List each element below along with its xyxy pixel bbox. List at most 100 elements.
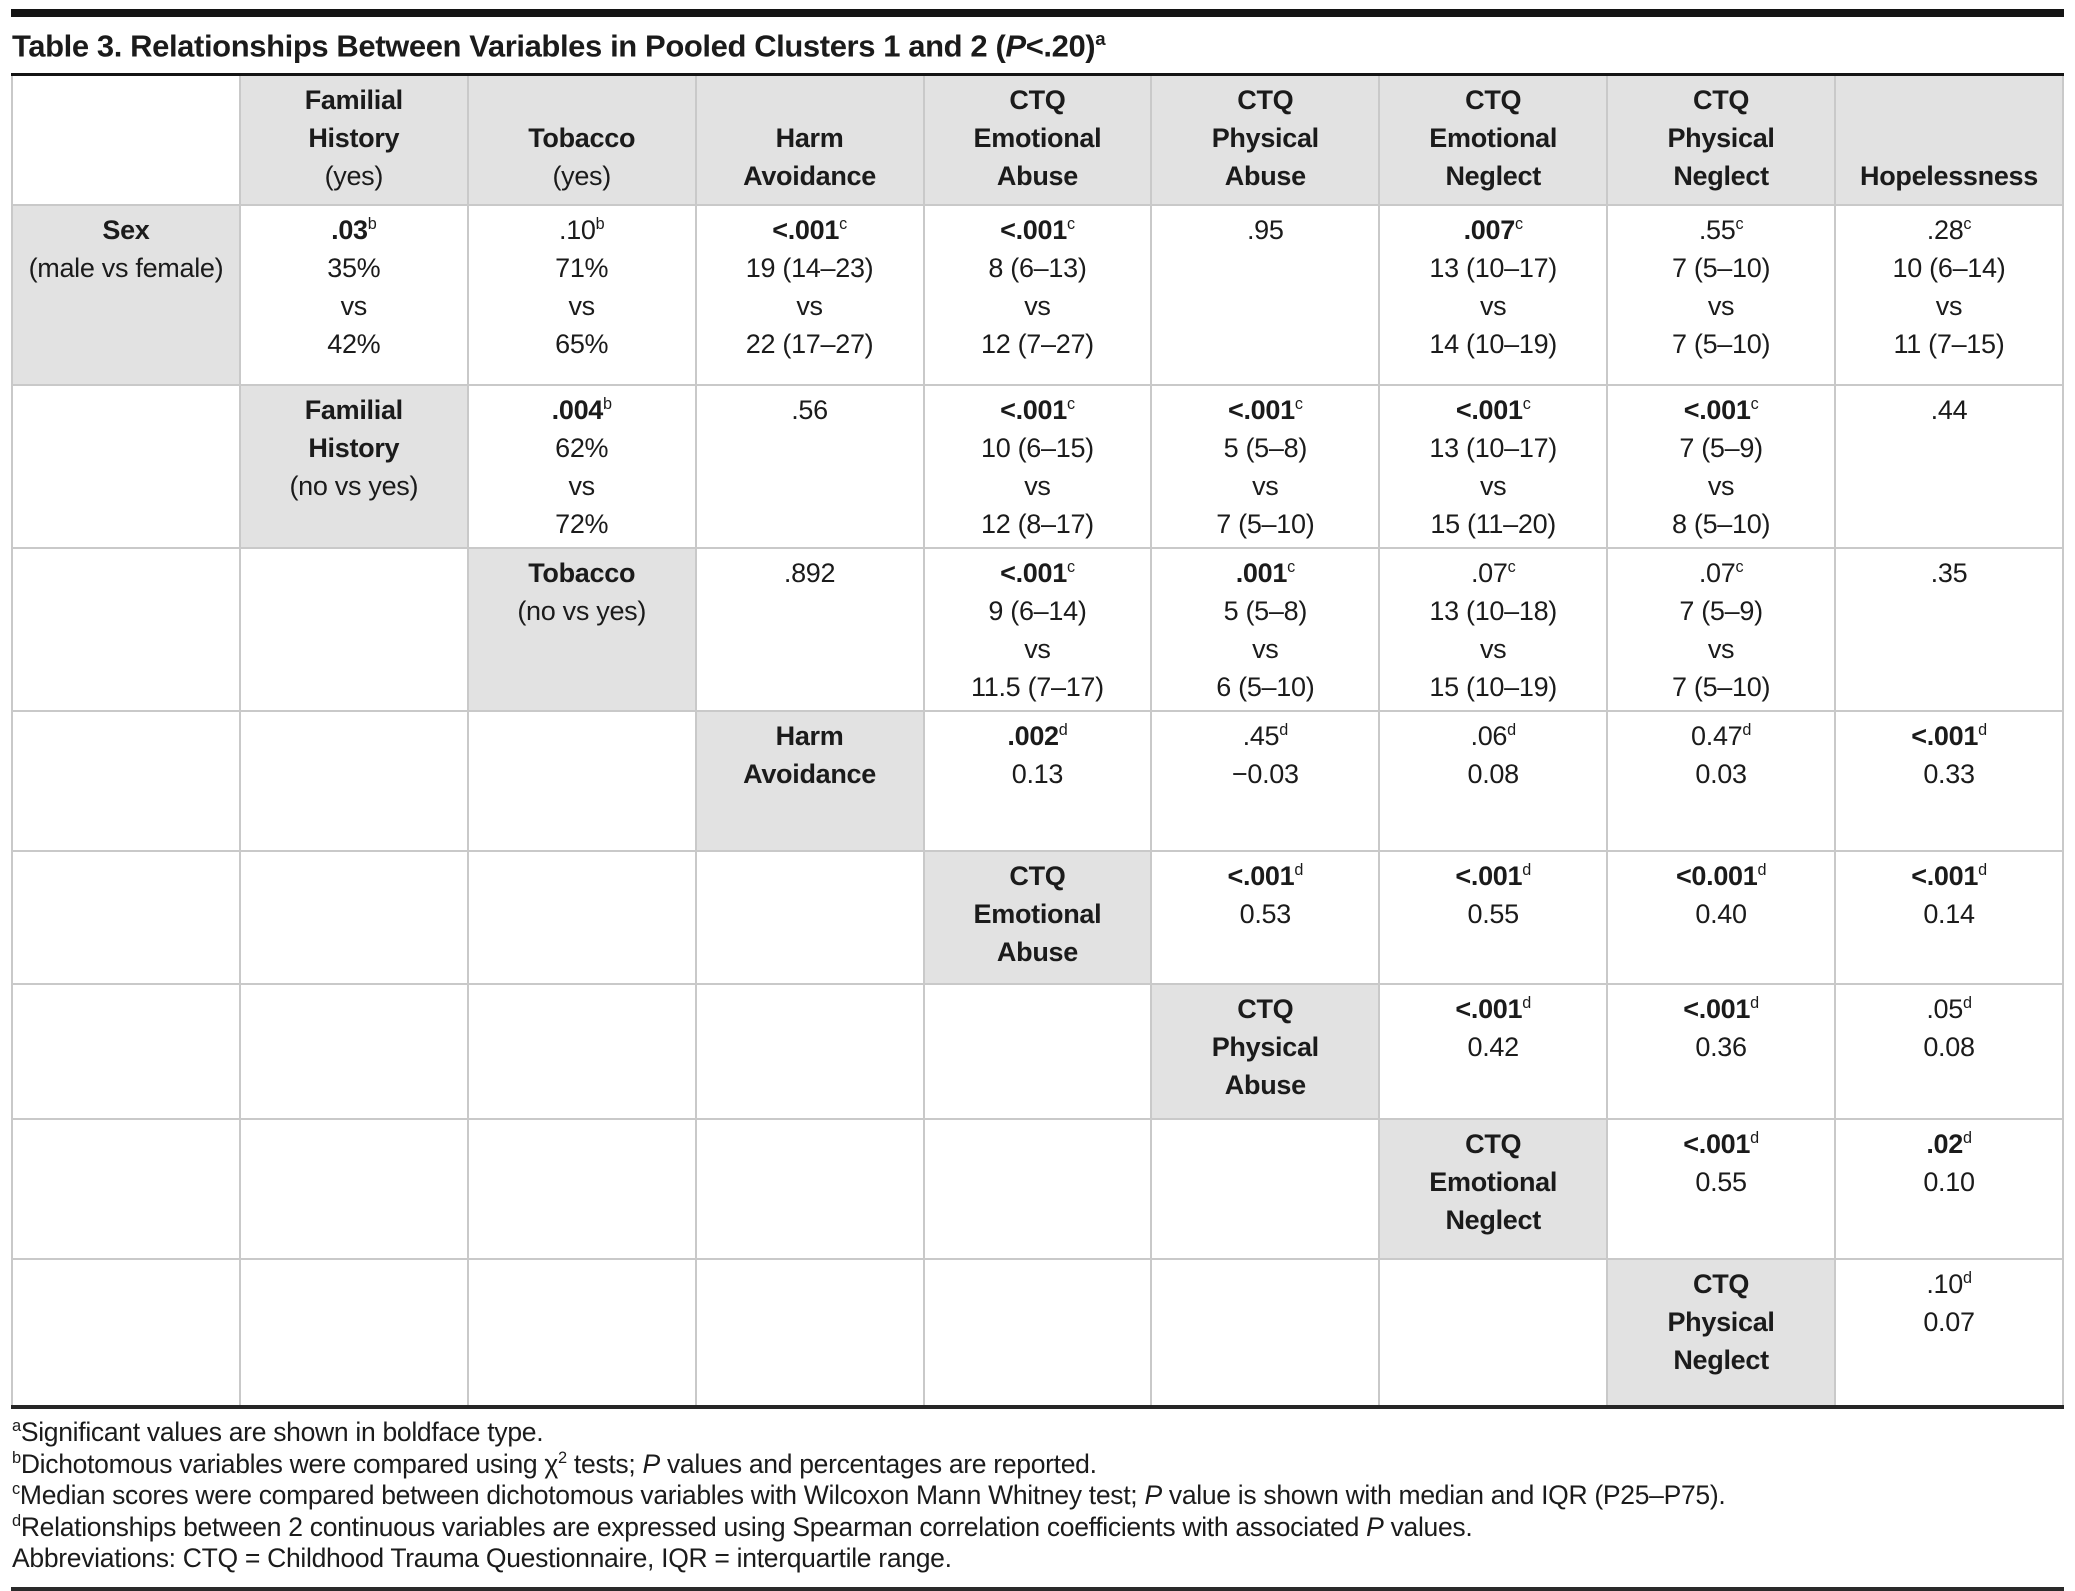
stat-line: vs [1479, 471, 1507, 502]
stat-line: 12 (7–27) [980, 329, 1094, 360]
p-value-number: .892 [783, 558, 836, 589]
p-value: .002d [931, 717, 1145, 755]
empty-cell [11, 983, 241, 1121]
p-value-number: .56 [791, 395, 828, 426]
label-line: Physical [1211, 1032, 1319, 1063]
p-value: <0.001d [1614, 857, 1828, 895]
p-value: .44 [1842, 391, 2056, 429]
stat-line: 14 (10–19) [1429, 329, 1557, 360]
label-line: Emotional [973, 123, 1102, 154]
value-cell: 0.47d 0.03 [1606, 710, 1836, 853]
footnote: Abbreviations: CTQ = Childhood Trauma Qu… [12, 1543, 2063, 1575]
stat-line: vs [796, 291, 823, 322]
column-header: Harm Avoidance [694, 73, 925, 207]
footnote-marker: d [1962, 1269, 1972, 1288]
footnote-marker: d [1507, 721, 1516, 740]
column-header-empty [11, 73, 241, 207]
p-value: .892 [703, 554, 917, 592]
footnote-marker: d [1742, 721, 1752, 740]
stat-line: 35% [327, 253, 381, 284]
stat-line: 10 (6–14) [1892, 253, 2006, 284]
footnote-marker: c [1294, 395, 1303, 414]
p-value: <.001d [1386, 857, 1600, 895]
footnote-marker: d [1978, 721, 1987, 740]
footnote-marker: c [1066, 395, 1075, 414]
stat-line: 13 (10–17) [1429, 253, 1557, 284]
footnote-marker: c [1735, 558, 1744, 577]
stat-line: 42% [327, 329, 381, 360]
p-value: .55c [1614, 211, 1828, 249]
p-value-number: <.001 [1683, 1129, 1751, 1160]
label-line: Physical [1667, 1307, 1775, 1338]
p-value-number: <0.001 [1675, 861, 1758, 892]
footnote-marker: c [1507, 558, 1516, 577]
footnote-marker: b [595, 215, 605, 234]
p-value-number: .007 [1463, 215, 1516, 246]
stat-line: 0.08 [1467, 759, 1520, 790]
footnote: aSignificant values are shown in boldfac… [12, 1417, 2063, 1449]
stat-line: 7 (5–9) [1679, 433, 1763, 464]
footnote-text: 2 [558, 1449, 567, 1467]
label-line: CTQ [1009, 85, 1066, 116]
stat-line: vs [1707, 634, 1735, 665]
stat-line: 15 (11–20) [1430, 509, 1556, 540]
footnote-text: Dichotomous variables were compared usin… [20, 1448, 559, 1479]
footnote-marker: d [1750, 994, 1759, 1013]
header-row: Familial History (yes) Tobacco (yes) Harm Avoi… [11, 73, 2064, 207]
p-value-number: .03 [331, 215, 368, 246]
footnote-text: values. [1383, 1511, 1473, 1542]
footnote-text: P [642, 1448, 661, 1479]
stat-line: 0.36 [1695, 1032, 1747, 1063]
empty-cell [238, 983, 469, 1121]
p-value: .28c [1842, 211, 2056, 249]
footnote-text: P [1144, 1480, 1162, 1511]
stat-line: −0.03 [1231, 759, 1299, 790]
stat-line: 11 (7–15) [1893, 329, 2005, 360]
label-line: Abuse [1224, 161, 1306, 192]
label-line: Abuse [996, 161, 1078, 192]
stat-line: 62% [555, 433, 609, 464]
empty-cell [466, 710, 697, 853]
value-cell: .28c 10 (6–14) vs 11 (7–15) [1834, 204, 2064, 387]
footnote-letter: b [12, 1449, 21, 1467]
footnote-letter: c [12, 1480, 20, 1499]
value-cell: .44 [1834, 384, 2064, 550]
value-cell: <.001d 0.55 [1378, 850, 1609, 986]
value-cell: .10d 0.07 [1834, 1258, 2064, 1409]
label-line: Neglect [1445, 161, 1541, 192]
p-value-number: <.001 [1911, 721, 1979, 752]
stat-line: 7 (5–10) [1671, 672, 1771, 703]
column-header: CTQ Emotional Neglect [1378, 73, 1609, 207]
footnote-marker: c [1750, 395, 1759, 414]
stat-line: vs [1479, 634, 1507, 665]
value-cell: <.001c 8 (6–13) vs 12 (7–27) [922, 204, 1153, 387]
row-label: Familial History (no vs yes) [238, 384, 469, 550]
stat-line: vs [1024, 634, 1051, 665]
stat-line: 71% [555, 253, 609, 284]
footnote-marker: d [1522, 994, 1531, 1013]
stat-line: 65% [555, 329, 609, 360]
p-value-number: .05 [1926, 994, 1963, 1025]
p-value-number: .07 [1470, 558, 1508, 589]
stat-line: vs [568, 471, 595, 502]
stat-line: 6 (5–10) [1216, 672, 1315, 703]
table-row: Familial History (no vs yes) .004b 62% vs 72%.… [11, 384, 2064, 550]
p-value-number: .10 [559, 215, 596, 246]
p-value: <.001d [1842, 857, 2056, 895]
top-rule [11, 9, 2064, 17]
empty-cell [238, 710, 469, 853]
value-cell: .05d 0.08 [1834, 983, 2064, 1121]
value-cell: .10b 71% vs 65% [466, 204, 697, 387]
p-value: .07c [1614, 554, 1828, 592]
label-line: Neglect [1445, 1205, 1541, 1236]
empty-cell [238, 547, 469, 713]
p-value-number: .45 [1242, 721, 1280, 752]
p-value-number: <.001 [1455, 861, 1523, 892]
p-value-number: <.001 [1228, 395, 1295, 426]
label-qualifier: (yes) [552, 161, 611, 192]
stat-line: 7 (5–9) [1679, 596, 1763, 627]
footnote-marker: c [1522, 395, 1531, 414]
p-value: .001c [1158, 554, 1372, 592]
stat-line: 12 (8–17) [980, 509, 1094, 540]
stat-line: 9 (6–14) [988, 596, 1087, 627]
